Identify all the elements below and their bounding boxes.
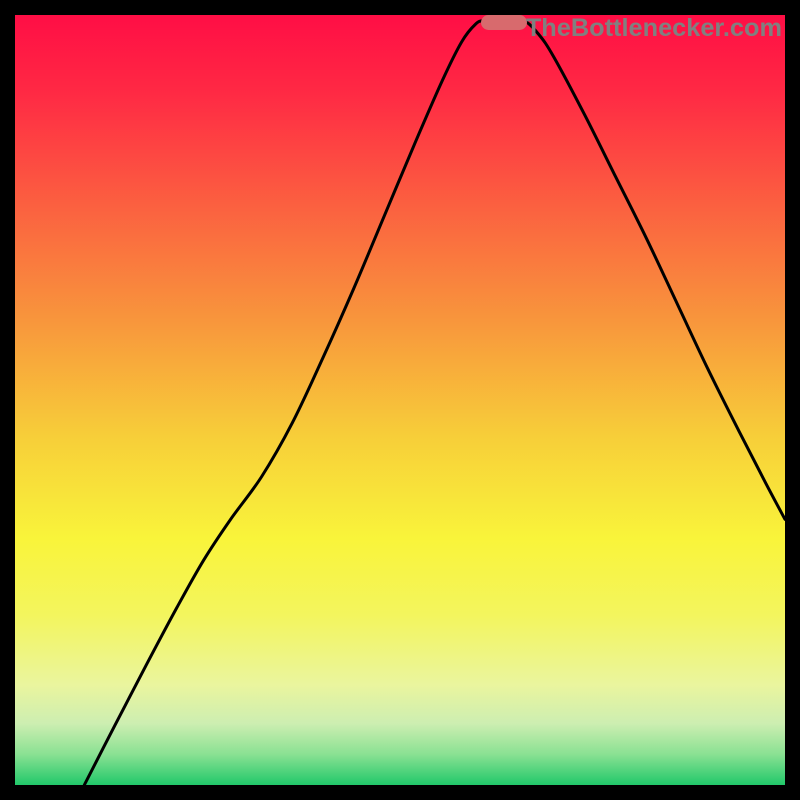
watermark-text: TheBottlenecker.com	[526, 14, 782, 43]
chart-stage: TheBottlenecker.com	[0, 0, 800, 800]
gradient-background	[15, 15, 785, 785]
optimum-marker	[481, 15, 527, 30]
plot-area	[15, 15, 785, 785]
